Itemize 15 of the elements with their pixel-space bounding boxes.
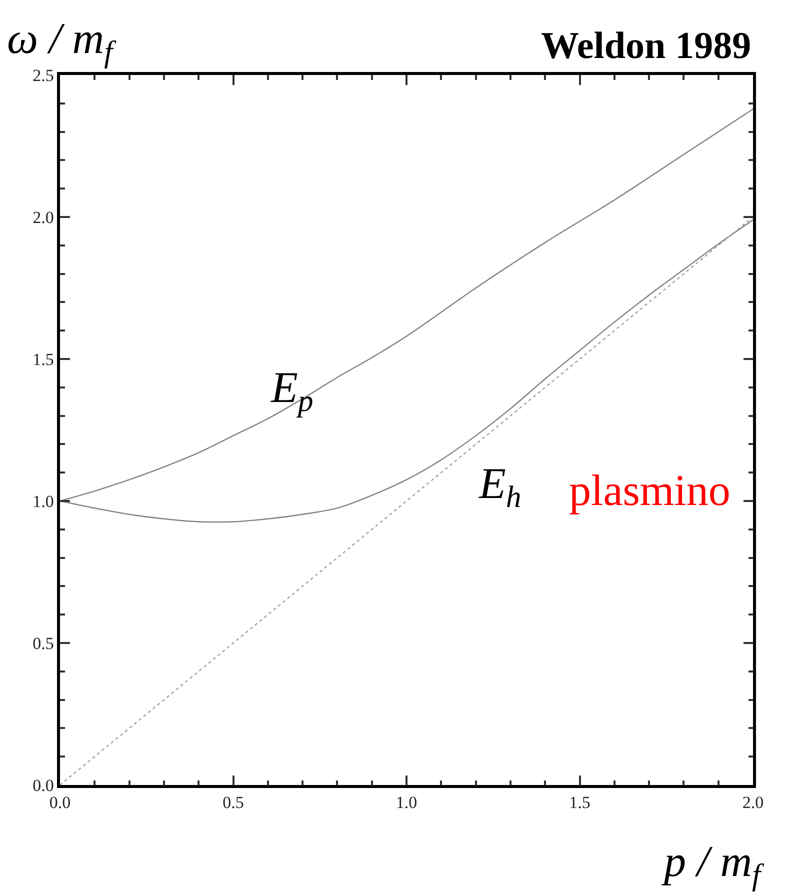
- y-tick-label: 0.0: [32, 776, 54, 795]
- y-tick-label: 1.5: [32, 350, 54, 369]
- chart-title: Weldon 1989: [541, 25, 752, 67]
- x-tick-label: 0.0: [49, 793, 71, 812]
- y-tick-label: 0.5: [32, 634, 54, 653]
- series-label: E$_{h}$: [478, 459, 522, 514]
- x-tick-label: 0.5: [222, 793, 244, 812]
- x-tick-label: 2.0: [742, 793, 764, 812]
- series-label: E$_{p}$: [270, 363, 314, 418]
- y-tick-label: 2.0: [32, 208, 54, 227]
- x-tick-label: 1.5: [569, 793, 590, 812]
- x-axis-title: p / m$_{f}$: [661, 837, 765, 892]
- y-tick-label: 1.0: [32, 492, 54, 511]
- x-tick-label: 1.0: [396, 793, 418, 812]
- annotation: plasmino: [569, 466, 730, 515]
